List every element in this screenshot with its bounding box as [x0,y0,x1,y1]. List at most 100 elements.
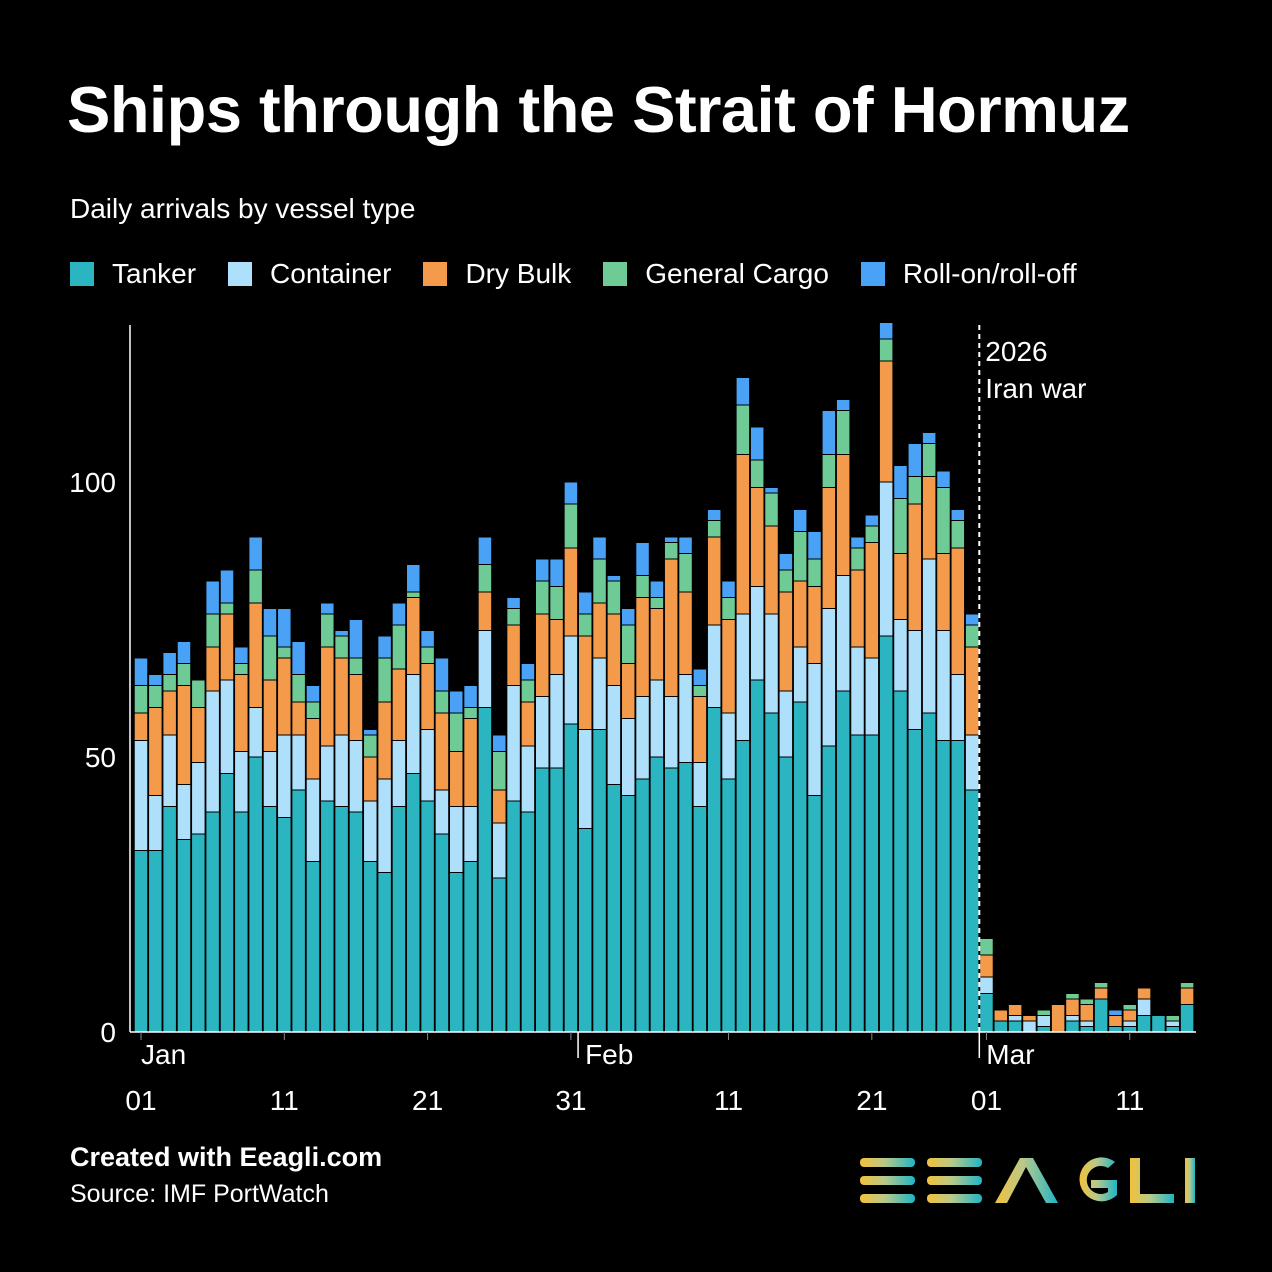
bar-segment [707,708,721,1032]
bar-segment [922,559,936,713]
legend-swatch [603,262,628,286]
bar-segment [951,741,965,1032]
bar-segment [206,647,219,691]
bar-segment [1037,1016,1051,1026]
bar-segment [278,818,291,1032]
bar-segment [851,548,864,570]
bar-segment [378,702,391,779]
bar-segment [335,735,348,806]
bar-segment [206,614,219,647]
bar-segment [879,339,893,361]
bar-segment [808,664,821,795]
legend-label: Roll-on/roll-off [902,258,1077,289]
bar-segment [822,488,836,608]
bar-segment [149,796,162,850]
bar-segment [736,405,750,454]
bar-segment [722,713,735,779]
bar-segment [750,587,764,680]
bar-segment [263,609,277,636]
bar-segment [535,768,549,1032]
bar-segment [1109,1016,1122,1026]
bar-segment [278,735,291,817]
bar-segment [435,691,449,713]
bar-segment [851,647,864,735]
bar-segment [736,455,750,614]
bar-segment [335,631,348,636]
bar-segment [851,570,864,647]
bar-segment [765,713,778,1032]
bar-segment [177,664,191,685]
bar-segment [564,636,578,724]
bar-segment [750,460,764,487]
bar-segment [793,647,807,702]
bar-segment [937,631,950,740]
bar-segment [1166,1016,1180,1021]
x-tick-label: 01 [971,1085,1002,1116]
bar-segment [636,543,649,575]
bar-segment [664,537,678,542]
month-label: Feb [585,1039,633,1070]
bar-segment [650,680,664,757]
bar-segment [894,691,907,1032]
bar-segment [765,488,778,493]
bar-segment [464,807,477,861]
bar-segment [177,642,191,663]
bar-segment [793,532,807,581]
source-text: Source: IMF PortWatch [70,1180,329,1208]
bar-segment [836,576,850,691]
bar-segment [808,559,821,586]
bar-segment [392,741,406,806]
bar-segment [235,812,248,1032]
bar-segment [679,763,692,1032]
bar-segment [364,862,377,1032]
bar-segment [937,554,950,630]
bar-segment [564,482,578,504]
bar-segment [450,807,463,872]
bar-segment [650,581,664,597]
bar-segment [292,675,305,702]
legend-item: Dry Bulk [423,258,571,290]
bar-segment [779,592,793,691]
bar-segment [535,581,549,614]
bar-segment [392,625,406,669]
bar-segment [922,713,936,1032]
bar-segment [851,537,864,548]
bar-segment [435,658,449,691]
bar-segment [736,378,750,405]
bar-segment [206,581,219,614]
bar-segment [321,746,334,801]
bar-segment [808,532,821,559]
y-tick-label: 100 [69,467,116,498]
bar-segment [349,675,363,740]
bar-segment [922,433,936,443]
bar-segment [765,526,778,614]
bar-segment [521,680,535,702]
bar-segment [493,823,506,878]
bar-segment [621,664,635,718]
bar-segment [621,625,635,663]
bar-segment [879,323,893,339]
bar-segment [1008,1005,1022,1015]
bar-segment [750,427,764,460]
bar-segment [149,675,162,685]
bar-segment [1123,1005,1137,1010]
bar-segment [535,697,549,768]
bar-segment [822,609,836,746]
bar-segment [822,411,836,454]
bar-segment [177,840,191,1032]
x-tick-label: 31 [555,1085,586,1116]
bar-segment [650,757,664,1032]
bar-segment [364,730,377,735]
eeagli-logo [860,1157,1195,1203]
bar-segment [664,768,678,1032]
bar-segment [192,763,205,834]
bar-segment [865,515,879,526]
bar-segment [163,735,176,806]
bar-segment [664,543,678,559]
annotation-text: Iran war [985,373,1086,404]
legend-swatch [423,262,448,286]
bar-segment [192,708,205,762]
bar-segment [1051,1005,1065,1032]
bar-segment [134,851,148,1032]
